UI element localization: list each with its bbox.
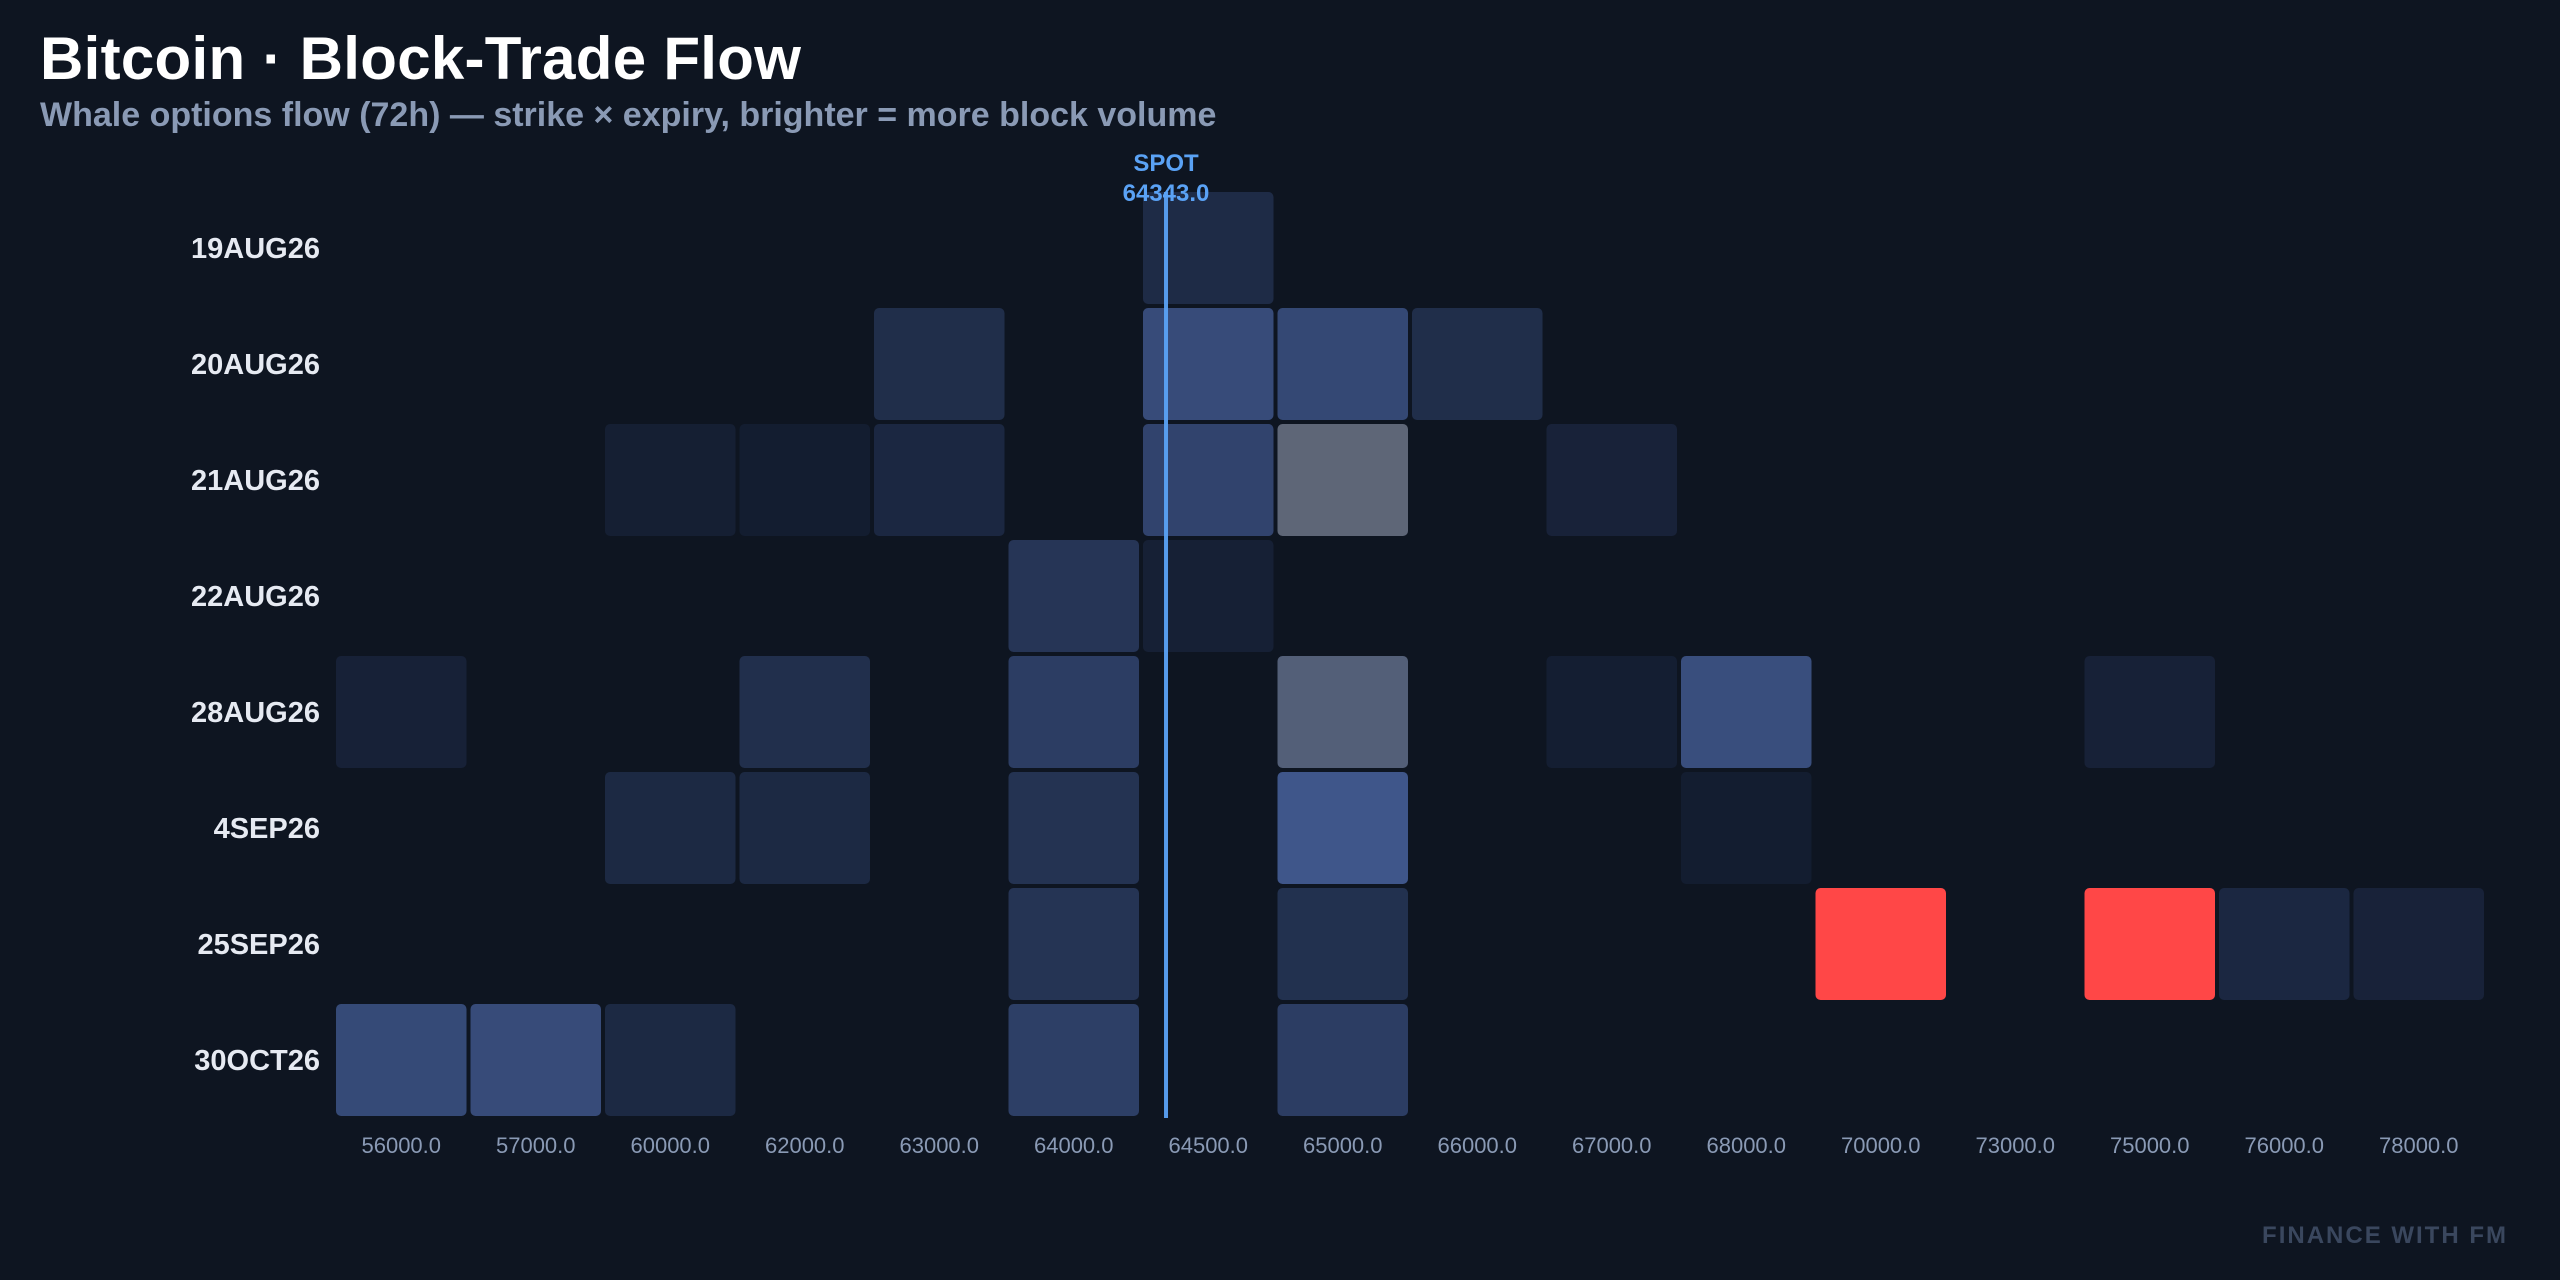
heatmap-cell	[1277, 308, 1408, 420]
heatmap-cell	[2353, 888, 2484, 1000]
heatmap-cell	[1815, 888, 1946, 1000]
y-tick-label: 25SEP26	[197, 929, 320, 961]
x-tick-label: 78000.0	[2379, 1133, 2459, 1158]
spot-label: SPOT	[1133, 150, 1199, 177]
x-tick-label: 64500.0	[1168, 1133, 1248, 1158]
x-tick-label: 64000.0	[1034, 1133, 1114, 1158]
x-tick-label: 56000.0	[361, 1133, 441, 1158]
x-tick-label: 57000.0	[496, 1133, 576, 1158]
heatmap-cell	[739, 656, 870, 768]
heatmap-cell	[1008, 772, 1139, 884]
heatmap-cell	[874, 424, 1005, 536]
heatmap-cell	[1277, 656, 1408, 768]
x-tick-label: 73000.0	[1975, 1133, 2055, 1158]
y-tick-label: 19AUG26	[191, 233, 320, 265]
y-tick-label: 30OCT26	[194, 1045, 320, 1077]
y-tick-label: 21AUG26	[191, 465, 320, 497]
x-tick-label: 65000.0	[1303, 1133, 1383, 1158]
heatmap-cell	[1546, 424, 1677, 536]
heatmap-cell	[2084, 888, 2215, 1000]
heatmap-cell	[1681, 772, 1812, 884]
y-tick-label: 4SEP26	[214, 813, 320, 845]
x-tick-label: 66000.0	[1437, 1133, 1517, 1158]
spot-value: 64343.0	[1123, 180, 1210, 207]
heatmap-cell	[605, 772, 736, 884]
heatmap-cell	[1546, 656, 1677, 768]
heatmap-cell	[1143, 308, 1274, 420]
heatmap-cell	[1277, 888, 1408, 1000]
heatmap-cell	[1681, 656, 1812, 768]
x-tick-label: 63000.0	[899, 1133, 979, 1158]
heatmap-cell	[1277, 1004, 1408, 1116]
heatmap-cell	[1008, 1004, 1139, 1116]
heatmap-cell	[739, 424, 870, 536]
heatmap-cell	[1143, 192, 1274, 304]
heatmap-cell	[874, 308, 1005, 420]
y-tick-label: 22AUG26	[191, 581, 320, 613]
x-tick-label: 68000.0	[1706, 1133, 1786, 1158]
heatmap-cell	[336, 656, 467, 768]
heatmap-cell	[739, 772, 870, 884]
x-tick-label: 62000.0	[765, 1133, 845, 1158]
heatmap-cell	[1412, 308, 1543, 420]
y-tick-label: 28AUG26	[191, 697, 320, 729]
y-tick-label: 20AUG26	[191, 349, 320, 381]
heatmap-cell	[1008, 656, 1139, 768]
heatmap-cell	[1143, 424, 1274, 536]
x-tick-label: 75000.0	[2110, 1133, 2190, 1158]
heatmap-cell	[470, 1004, 601, 1116]
heatmap-cell	[2219, 888, 2350, 1000]
heatmap-cell	[1143, 540, 1274, 652]
heatmap-cell	[605, 1004, 736, 1116]
x-tick-label: 70000.0	[1841, 1133, 1921, 1158]
heatmap-cell	[336, 1004, 467, 1116]
x-tick-label: 76000.0	[2244, 1133, 2324, 1158]
heatmap-cell	[1008, 540, 1139, 652]
chart-subtitle: Whale options flow (72h) — strike × expi…	[40, 96, 1217, 134]
chart-title: Bitcoin · Block-Trade Flow	[40, 25, 802, 92]
x-tick-label: 67000.0	[1572, 1133, 1652, 1158]
x-tick-label: 60000.0	[630, 1133, 710, 1158]
heatmap-cell	[1277, 424, 1408, 536]
heatmap-cell	[1008, 888, 1139, 1000]
heatmap-cell	[605, 424, 736, 536]
watermark: FINANCE WITH FM	[2262, 1222, 2508, 1249]
heatmap-cell	[2084, 656, 2215, 768]
heatmap-cell	[1277, 772, 1408, 884]
